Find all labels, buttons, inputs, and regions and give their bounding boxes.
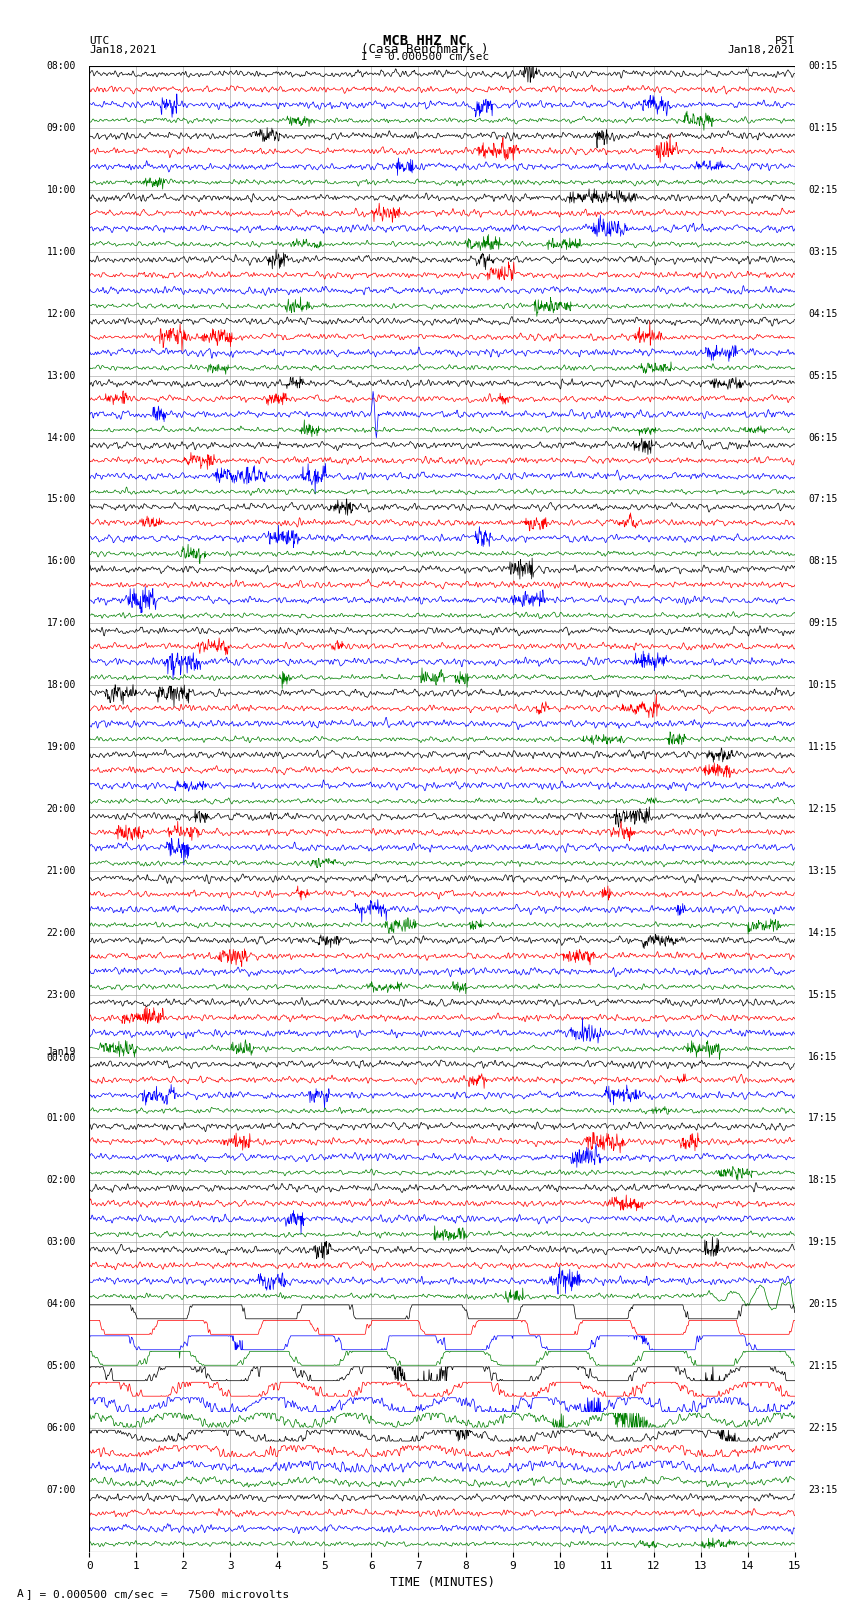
Text: 10:00: 10:00 bbox=[47, 185, 76, 195]
Text: 16:00: 16:00 bbox=[47, 556, 76, 566]
Text: UTC: UTC bbox=[89, 35, 110, 47]
Text: 20:00: 20:00 bbox=[47, 803, 76, 815]
Text: ] = 0.000500 cm/sec =   7500 microvolts: ] = 0.000500 cm/sec = 7500 microvolts bbox=[26, 1589, 289, 1598]
Text: 05:15: 05:15 bbox=[808, 371, 837, 381]
Text: 06:15: 06:15 bbox=[808, 432, 837, 442]
Text: 12:00: 12:00 bbox=[47, 308, 76, 319]
Text: 19:00: 19:00 bbox=[47, 742, 76, 752]
Text: 13:15: 13:15 bbox=[808, 866, 837, 876]
Text: 22:15: 22:15 bbox=[808, 1423, 837, 1432]
Text: 00:00: 00:00 bbox=[47, 1053, 76, 1063]
Text: 13:00: 13:00 bbox=[47, 371, 76, 381]
Text: 11:15: 11:15 bbox=[808, 742, 837, 752]
Text: 01:15: 01:15 bbox=[808, 123, 837, 132]
Text: 04:00: 04:00 bbox=[47, 1298, 76, 1310]
Text: 16:15: 16:15 bbox=[808, 1052, 837, 1061]
Text: 14:00: 14:00 bbox=[47, 432, 76, 442]
Text: 06:00: 06:00 bbox=[47, 1423, 76, 1432]
Text: (Casa Benchmark ): (Casa Benchmark ) bbox=[361, 44, 489, 56]
Text: 00:15: 00:15 bbox=[808, 61, 837, 71]
Text: 07:00: 07:00 bbox=[47, 1486, 76, 1495]
Text: 01:00: 01:00 bbox=[47, 1113, 76, 1123]
Text: 10:15: 10:15 bbox=[808, 681, 837, 690]
Text: 17:15: 17:15 bbox=[808, 1113, 837, 1123]
Text: 05:00: 05:00 bbox=[47, 1361, 76, 1371]
Text: 12:15: 12:15 bbox=[808, 803, 837, 815]
Text: 02:00: 02:00 bbox=[47, 1176, 76, 1186]
Text: 08:00: 08:00 bbox=[47, 61, 76, 71]
Text: 21:00: 21:00 bbox=[47, 866, 76, 876]
Text: 03:00: 03:00 bbox=[47, 1237, 76, 1247]
Text: 11:00: 11:00 bbox=[47, 247, 76, 256]
Text: Jan19: Jan19 bbox=[47, 1047, 76, 1057]
Text: 02:15: 02:15 bbox=[808, 185, 837, 195]
Text: 21:15: 21:15 bbox=[808, 1361, 837, 1371]
Text: 18:15: 18:15 bbox=[808, 1176, 837, 1186]
Text: 17:00: 17:00 bbox=[47, 618, 76, 627]
Text: 15:00: 15:00 bbox=[47, 495, 76, 505]
Text: 14:15: 14:15 bbox=[808, 927, 837, 937]
Text: 04:15: 04:15 bbox=[808, 308, 837, 319]
Text: I = 0.000500 cm/sec: I = 0.000500 cm/sec bbox=[361, 52, 489, 63]
Text: 03:15: 03:15 bbox=[808, 247, 837, 256]
Text: 20:15: 20:15 bbox=[808, 1298, 837, 1310]
Text: 23:15: 23:15 bbox=[808, 1486, 837, 1495]
X-axis label: TIME (MINUTES): TIME (MINUTES) bbox=[389, 1576, 495, 1589]
Text: 19:15: 19:15 bbox=[808, 1237, 837, 1247]
Text: Jan18,2021: Jan18,2021 bbox=[89, 45, 156, 55]
Text: A: A bbox=[17, 1589, 24, 1598]
Text: 23:00: 23:00 bbox=[47, 990, 76, 1000]
Text: 15:15: 15:15 bbox=[808, 990, 837, 1000]
Text: PST: PST bbox=[774, 35, 795, 47]
Text: 18:00: 18:00 bbox=[47, 681, 76, 690]
Text: 07:15: 07:15 bbox=[808, 495, 837, 505]
Text: 22:00: 22:00 bbox=[47, 927, 76, 937]
Text: Jan18,2021: Jan18,2021 bbox=[728, 45, 795, 55]
Text: 08:15: 08:15 bbox=[808, 556, 837, 566]
Text: 09:15: 09:15 bbox=[808, 618, 837, 627]
Text: MCB HHZ NC: MCB HHZ NC bbox=[383, 34, 467, 48]
Text: 09:00: 09:00 bbox=[47, 123, 76, 132]
